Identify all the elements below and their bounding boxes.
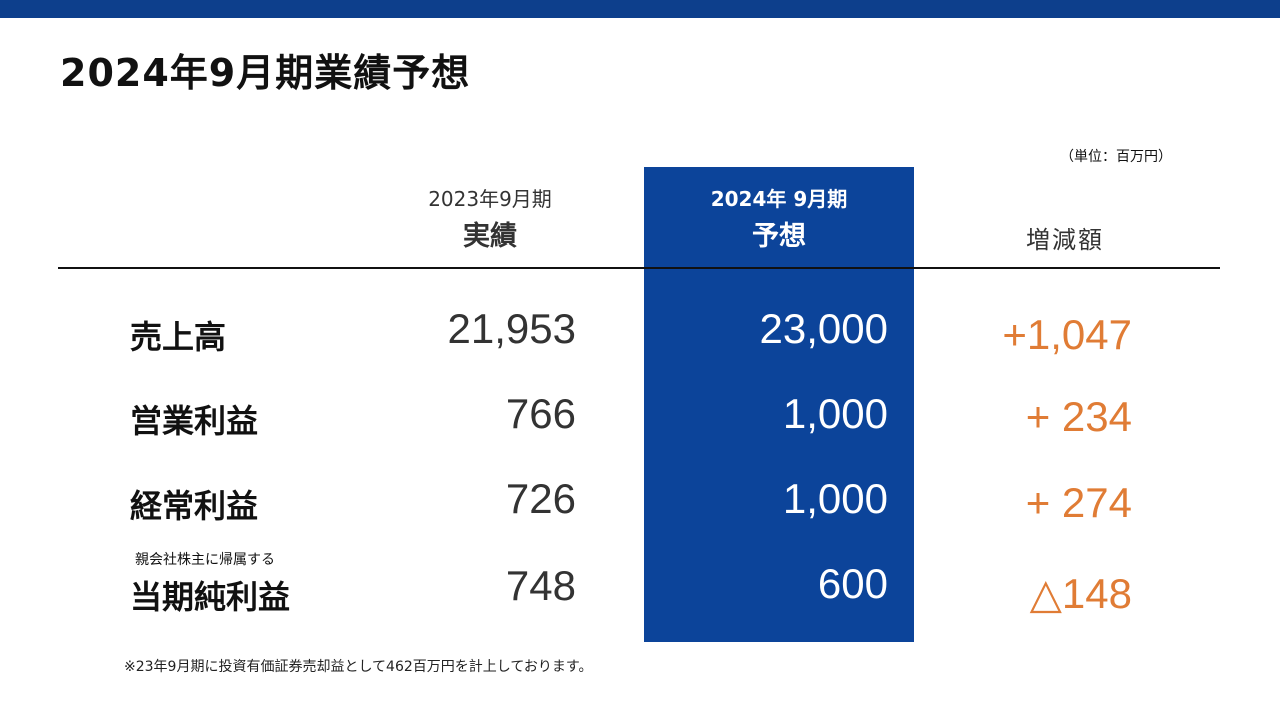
value-ordinary-diff: + 274 bbox=[1025, 479, 1132, 526]
forecast-highlight-column bbox=[644, 167, 914, 642]
value-ordinary-forecast: 1,000 bbox=[782, 475, 888, 522]
row-label-operating-profit: 営業利益 bbox=[130, 402, 259, 440]
row-label-sales: 売上高 bbox=[130, 318, 227, 356]
value-sales-diff: +1,047 bbox=[1002, 311, 1132, 358]
header-divider bbox=[58, 267, 1220, 269]
row-label-net-income: 当期純利益 bbox=[130, 578, 291, 616]
unit-note: （単位：百万円） bbox=[1060, 149, 1172, 165]
footnote: ※23年9月期に投資有価証券売却益として462百万円を計上しております。 bbox=[124, 659, 593, 675]
value-net-actual: 748 bbox=[505, 562, 576, 609]
header-forecast-period: 2024年 9月期 bbox=[710, 187, 848, 211]
row-label-ordinary-profit: 経常利益 bbox=[130, 487, 259, 525]
value-ordinary-actual: 726 bbox=[505, 475, 576, 522]
top-accent-bar bbox=[0, 0, 1280, 18]
page-title: 2024年9月期業績予想 bbox=[60, 51, 471, 95]
value-operating-forecast: 1,000 bbox=[782, 390, 888, 437]
value-operating-diff: + 234 bbox=[1025, 393, 1132, 440]
header-forecast: 2024年 9月期 予想 bbox=[644, 183, 914, 253]
header-actual-period: 2023年9月期 bbox=[428, 187, 552, 211]
value-net-forecast: 600 bbox=[817, 560, 888, 607]
header-actual: 2023年9月期 実績 bbox=[390, 183, 590, 253]
value-operating-actual: 766 bbox=[505, 390, 576, 437]
header-actual-label: 実績 bbox=[463, 221, 517, 252]
value-sales-actual: 21,953 bbox=[447, 305, 576, 352]
value-sales-forecast: 23,000 bbox=[759, 305, 888, 352]
value-net-diff: △148 bbox=[1029, 570, 1132, 617]
header-diff: 増減額 bbox=[1026, 226, 1104, 254]
header-forecast-label: 予想 bbox=[752, 221, 806, 252]
row-sublabel-net-income: 親会社株主に帰属する bbox=[135, 552, 275, 568]
